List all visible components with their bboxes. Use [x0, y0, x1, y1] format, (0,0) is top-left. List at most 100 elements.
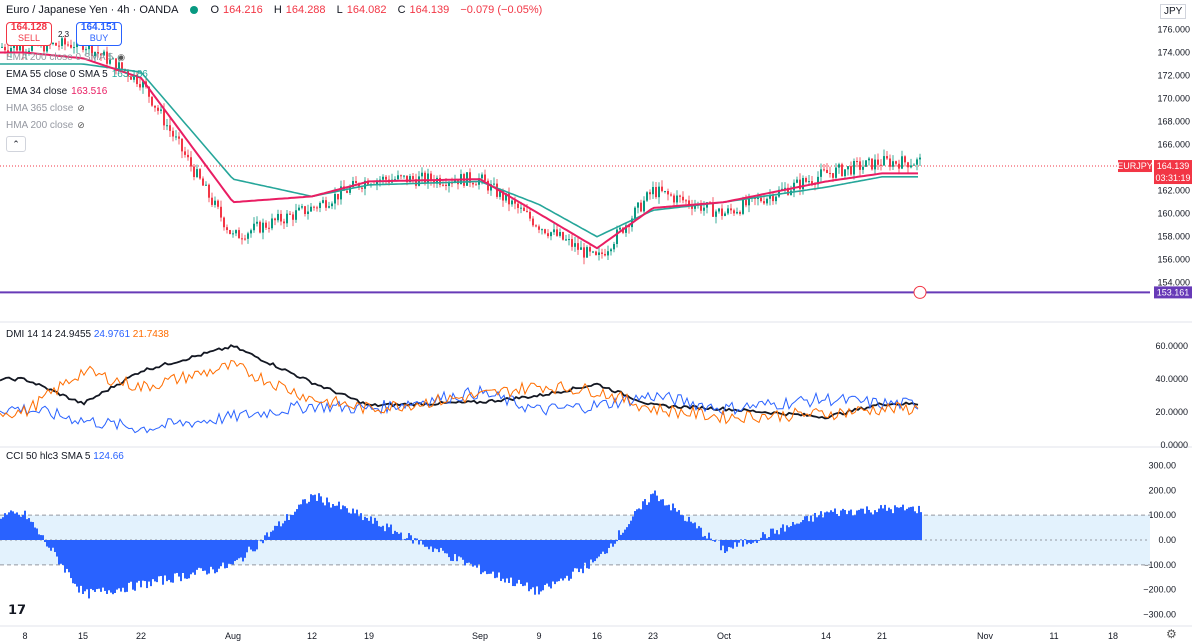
- indicator-hma200[interactable]: HMA 200 close ⊘: [6, 120, 85, 131]
- ema55-line: [0, 63, 918, 238]
- cci-bar: [706, 538, 708, 540]
- cci-bar: [866, 506, 868, 540]
- cci-bar: [618, 530, 620, 540]
- cci-bar: [876, 512, 878, 540]
- eye-off-icon[interactable]: ⊘: [77, 120, 85, 130]
- cci-bar: [630, 520, 632, 540]
- price-candle: [253, 223, 255, 231]
- price-candle: [301, 206, 303, 208]
- price-candle: [667, 191, 669, 195]
- price-candle: [352, 181, 354, 187]
- price-candle: [817, 176, 819, 185]
- price-candle: [166, 125, 168, 127]
- price-candle: [511, 200, 513, 205]
- price-candle: [634, 207, 636, 219]
- price-candle: [838, 164, 840, 168]
- cci-bar: [150, 540, 152, 587]
- cci-bar: [352, 508, 354, 540]
- symbol-header: Euro / Japanese Yen · 4h · OANDA O 164.21…: [6, 4, 546, 16]
- price-candle: [550, 232, 552, 237]
- cci-legend[interactable]: CCI 50 hlc3 SMA 5 124.66: [6, 451, 124, 462]
- price-candle: [520, 207, 522, 209]
- cci-bar: [176, 540, 178, 573]
- indicator-ema34[interactable]: EMA 34 close 163.516: [6, 86, 108, 97]
- price-candle: [730, 208, 732, 211]
- price-candle: [22, 45, 24, 53]
- price-candle: [28, 50, 30, 52]
- price-candle: [292, 214, 294, 220]
- price-candle: [862, 166, 864, 170]
- price-candle: [811, 181, 813, 184]
- price-candle: [439, 177, 441, 185]
- price-candle: [265, 222, 267, 228]
- cci-bar: [916, 513, 918, 540]
- price-candle: [397, 175, 399, 180]
- price-candle: [823, 169, 825, 171]
- cci-bar: [326, 497, 328, 540]
- cci-bar: [544, 540, 546, 585]
- cci-bar: [548, 540, 550, 587]
- price-candle: [724, 213, 726, 216]
- buy-button[interactable]: 164.151 BUY: [76, 22, 122, 46]
- time-tick-label: 9: [536, 631, 541, 641]
- price-candle: [277, 213, 279, 221]
- cci-bar: [722, 540, 724, 546]
- dmi-legend[interactable]: DMI 14 14 24.9455 24.9761 21.7438: [6, 329, 169, 340]
- cci-bar: [884, 504, 886, 540]
- price-candle: [487, 180, 489, 191]
- cci-bar: [80, 540, 82, 586]
- price-candle: [73, 47, 75, 49]
- price-candle: [52, 42, 54, 44]
- cci-bar: [468, 540, 470, 563]
- symbol-title[interactable]: Euro / Japanese Yen · 4h · OANDA: [6, 4, 179, 16]
- currency-label[interactable]: JPY: [1160, 4, 1187, 19]
- cci-bar: [368, 520, 370, 540]
- cci-bar: [340, 509, 342, 540]
- cci-bar: [692, 523, 694, 540]
- cci-bar: [284, 520, 286, 540]
- cci-bar: [140, 540, 142, 588]
- indicator-hma365[interactable]: HMA 365 close ⊘: [6, 103, 85, 114]
- price-candle: [193, 166, 195, 178]
- price-candle: [856, 161, 858, 163]
- cci-bar: [610, 540, 612, 544]
- price-candle: [184, 151, 186, 155]
- price-candle: [643, 200, 645, 212]
- cci-bar: [24, 510, 26, 540]
- cci-bar: [710, 538, 712, 540]
- cci-bar: [70, 540, 72, 579]
- cci-bar: [690, 521, 692, 540]
- cci-bar: [688, 516, 690, 540]
- price-candle: [43, 42, 45, 52]
- price-tick-label: 170.000: [1157, 94, 1190, 104]
- price-candle: [238, 230, 240, 239]
- eye-off-icon[interactable]: ⊘: [77, 103, 85, 113]
- price-candle: [676, 195, 678, 203]
- cci-bar: [186, 540, 188, 579]
- price-candle: [88, 43, 90, 50]
- sell-button[interactable]: 164.128 SELL: [6, 22, 52, 46]
- time-tick-label: 15: [78, 631, 88, 641]
- price-candle: [784, 187, 786, 189]
- gear-icon[interactable]: ⚙: [1166, 627, 1177, 641]
- cci-bar: [632, 516, 634, 540]
- price-candle: [598, 252, 600, 255]
- collapse-legend-chevron-icon[interactable]: ⌃: [6, 136, 26, 152]
- indicator-ema200[interactable]: EMA 200 close 0 SMA 5 ◉: [6, 52, 126, 63]
- cci-bar: [824, 512, 826, 540]
- cci-tick-label: 300.00: [1148, 460, 1176, 470]
- cci-bar: [550, 540, 552, 589]
- cci-bar: [28, 518, 30, 540]
- price-candle: [415, 179, 417, 186]
- cci-bar: [774, 533, 776, 540]
- cci-bar: [164, 540, 166, 576]
- price-candle: [508, 193, 510, 205]
- cci-bar: [98, 540, 100, 589]
- cci-bar: [620, 534, 622, 540]
- cci-bar: [758, 540, 760, 541]
- indicator-ema55[interactable]: EMA 55 close 0 SMA 5 163.186: [6, 69, 148, 80]
- cci-bar: [910, 506, 912, 540]
- cci-bar: [772, 528, 774, 540]
- eye-icon[interactable]: ◉: [117, 52, 126, 62]
